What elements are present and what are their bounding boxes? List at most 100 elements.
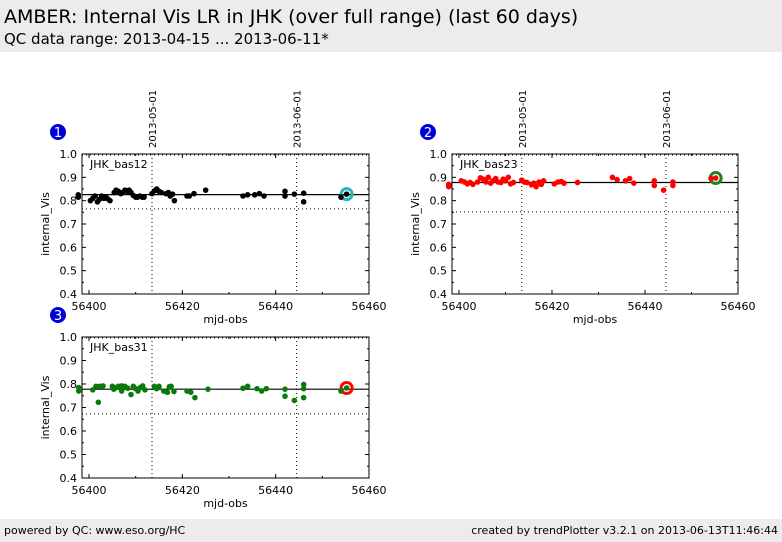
panel-3-ytick-label: 0.5: [60, 449, 78, 462]
panel-3-data-point: [291, 397, 298, 404]
panel-3-data-point: [205, 386, 211, 392]
panel-1-data-point: [251, 192, 258, 198]
panel-2-data-point: [540, 178, 547, 184]
panel-2-date-marker-label: 2013-05-01: [518, 90, 529, 148]
panel-3-badge-circle: [50, 307, 66, 323]
panel-2-data-point: [524, 179, 530, 186]
panel-1-xtick-label: 56440: [258, 300, 293, 313]
panel-1-date-marker-label: 2013-06-01: [293, 90, 304, 148]
panel-2-badge-number: 2: [424, 126, 432, 141]
panel-2-data-point: [626, 175, 633, 182]
panel-2-data-point: [622, 178, 629, 184]
panel-3-data-point: [240, 385, 246, 392]
panel-1-data-point: [282, 188, 288, 195]
panel-1-ytick-label: 0.7: [60, 218, 78, 231]
panel-3-data-point: [300, 394, 307, 401]
panel-1-data-point: [169, 191, 176, 197]
panel-2-xtick-label: 56420: [534, 300, 569, 313]
panel-2-data-point: [510, 179, 517, 186]
panel-2-ytick-label: 1.0: [430, 148, 448, 161]
panel-1-data-point: [300, 190, 307, 196]
panel-2-data-point: [708, 175, 714, 182]
panel-3-badge-number: 3: [54, 309, 62, 324]
panel-3-ytick-label: 0.6: [60, 425, 78, 438]
panel-2-ytick-label: 0.9: [430, 171, 448, 184]
panel-2-data-point: [483, 179, 489, 185]
panel-3-data-point: [128, 391, 134, 398]
panel-3-xtick-label: 56420: [165, 484, 200, 497]
panel-2-ytick-label: 0.7: [430, 218, 448, 231]
panel-1-data-point: [92, 193, 98, 199]
panel-3-xtick-label: 56440: [258, 484, 293, 497]
footer-powered-by: powered by QC: www.eso.org/HC: [4, 524, 186, 537]
footer-created-by: created by trendPlotter v3.2.1 on 2013-0…: [471, 524, 778, 537]
panel-2-data-point: [470, 181, 476, 188]
panel-1-axes-frame: [81, 153, 370, 295]
panel-2-xtick-label: 56400: [441, 300, 476, 313]
panel-2-ytick-label: 0.6: [430, 241, 448, 254]
panel-3-series-label: JHK_bas31: [89, 341, 148, 354]
panel-3-xtick-label: 56460: [352, 484, 387, 497]
panel-2-data-point: [609, 174, 616, 181]
panel-1-ytick-label: 0.5: [60, 265, 78, 278]
panel-3-data-point: [124, 385, 131, 392]
panel-3-data-point: [244, 383, 251, 390]
panel-2-ylabel: internal_Vis: [409, 192, 422, 256]
panel-3-data-point: [263, 385, 270, 392]
panel-1-ytick-label: 0.6: [60, 241, 78, 254]
panel-3-data-point: [282, 386, 288, 392]
panel-2-data-point: [651, 178, 658, 184]
panel-1-ytick-label: 1.0: [60, 148, 78, 161]
panel-1-data-point: [300, 199, 307, 205]
panel-3-data-point: [95, 399, 102, 406]
panel-2-data-point: [651, 182, 658, 189]
panel-1-xtick-label: 56400: [72, 300, 107, 313]
panel-2-data-point: [614, 176, 620, 183]
panel-3-xlabel: mjd-obs: [203, 497, 248, 510]
panel-3-data-point: [171, 388, 177, 395]
panel-3-data-point: [142, 387, 148, 393]
panel-1-data-point: [186, 193, 193, 199]
panel-3-data-point: [168, 383, 174, 390]
panel-1-data-point: [256, 190, 263, 197]
panel-1-data-point: [191, 190, 197, 197]
panel-3-data-point: [156, 383, 162, 390]
panel-1-xtick-label: 56420: [165, 300, 200, 313]
panel-2-data-point: [660, 187, 667, 193]
panel-2-xtick-label: 56460: [721, 300, 756, 313]
panel-1-data-point: [291, 191, 298, 197]
panel-1-ylabel: internal_Vis: [39, 192, 52, 256]
panel-3-ytick-label: 1.0: [60, 331, 78, 344]
panel-2-badge-circle: [420, 124, 436, 140]
panel-1-ytick-label: 0.8: [60, 195, 78, 208]
panel-1-data-point: [158, 189, 165, 196]
panel-1-data-point: [338, 194, 344, 200]
panel-2-data-point: [574, 179, 581, 186]
header-bar: AMBER: Internal Vis LR in JHK (over full…: [0, 0, 782, 52]
page-subtitle: QC data range: 2013-04-15 ... 2013-06-11…: [4, 30, 329, 48]
panel-2-date-marker-label: 2013-06-01: [662, 90, 673, 148]
panel-3-data-point: [300, 381, 307, 388]
panel-2-ytick-label: 0.5: [430, 265, 448, 278]
panel-1-data-point: [282, 193, 288, 199]
panel-1-latest-highlight: [339, 187, 354, 202]
panel-3-ytick-label: 0.9: [60, 355, 78, 368]
panel-3-data-point: [187, 389, 194, 396]
panel-3-data-point: [343, 385, 350, 391]
panel-3-data-point: [75, 388, 82, 394]
panel-1-data-point: [343, 191, 350, 197]
panel-1-data-point: [141, 194, 147, 200]
panel-3-data-point: [118, 388, 125, 394]
panel-3-data-point: [192, 394, 198, 401]
panel-1-xlabel: mjd-obs: [203, 313, 248, 326]
panel-3-axes-frame: [81, 336, 370, 479]
panel-2-axes-frame: [451, 153, 739, 295]
panel-2-data-point: [670, 182, 676, 189]
footer-bar: powered by QC: www.eso.org/HC created by…: [0, 519, 782, 542]
panel-1-xtick-label: 56460: [352, 300, 387, 313]
panel-1-badge-number: 1: [54, 126, 62, 141]
panel-3-xtick-label: 56400: [72, 484, 107, 497]
page-title: AMBER: Internal Vis LR in JHK (over full…: [4, 6, 579, 28]
panel-3-data-point: [300, 385, 307, 392]
